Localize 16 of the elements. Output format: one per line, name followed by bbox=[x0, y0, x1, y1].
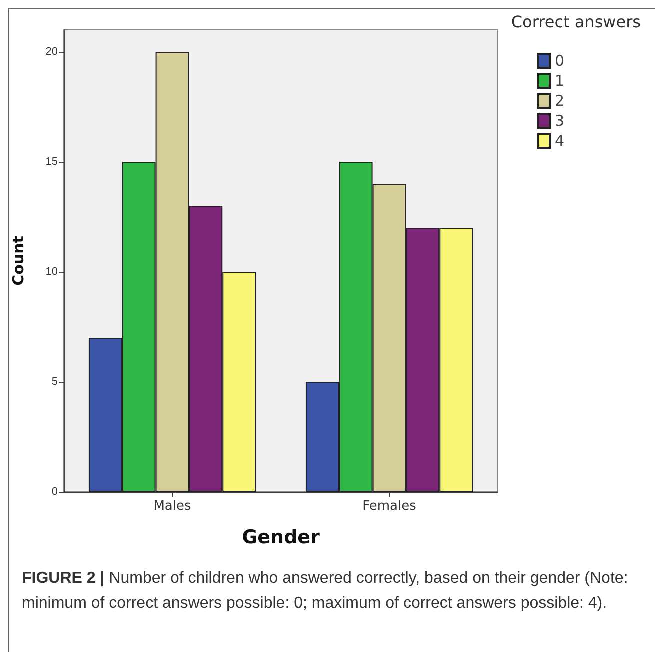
legend-label: 1 bbox=[555, 72, 565, 90]
y-tick-label: 10 bbox=[46, 266, 58, 278]
x-tick-label: Females bbox=[362, 499, 417, 514]
legend-title: Correct answers bbox=[511, 12, 641, 32]
legend-label: 0 bbox=[555, 52, 565, 70]
legend-label: 4 bbox=[555, 132, 565, 150]
caption: FIGURE 2 | Number of children who answered correctly, based on their gender (Note: minimum of correct answers possible: 0; maximum of correct answers possible: 4). bbox=[22, 569, 630, 614]
legend-label: 3 bbox=[555, 112, 565, 130]
y-axis-title: Count bbox=[10, 236, 28, 286]
x-axis-title: Gender bbox=[242, 526, 321, 548]
y-tick-label: 0 bbox=[52, 486, 58, 498]
y-tick-label: 15 bbox=[46, 156, 58, 168]
y-tick-label: 20 bbox=[46, 46, 58, 58]
x-tick-label: Males bbox=[154, 499, 192, 514]
y-tick-label: 5 bbox=[52, 376, 58, 388]
legend-label: 2 bbox=[555, 92, 565, 110]
